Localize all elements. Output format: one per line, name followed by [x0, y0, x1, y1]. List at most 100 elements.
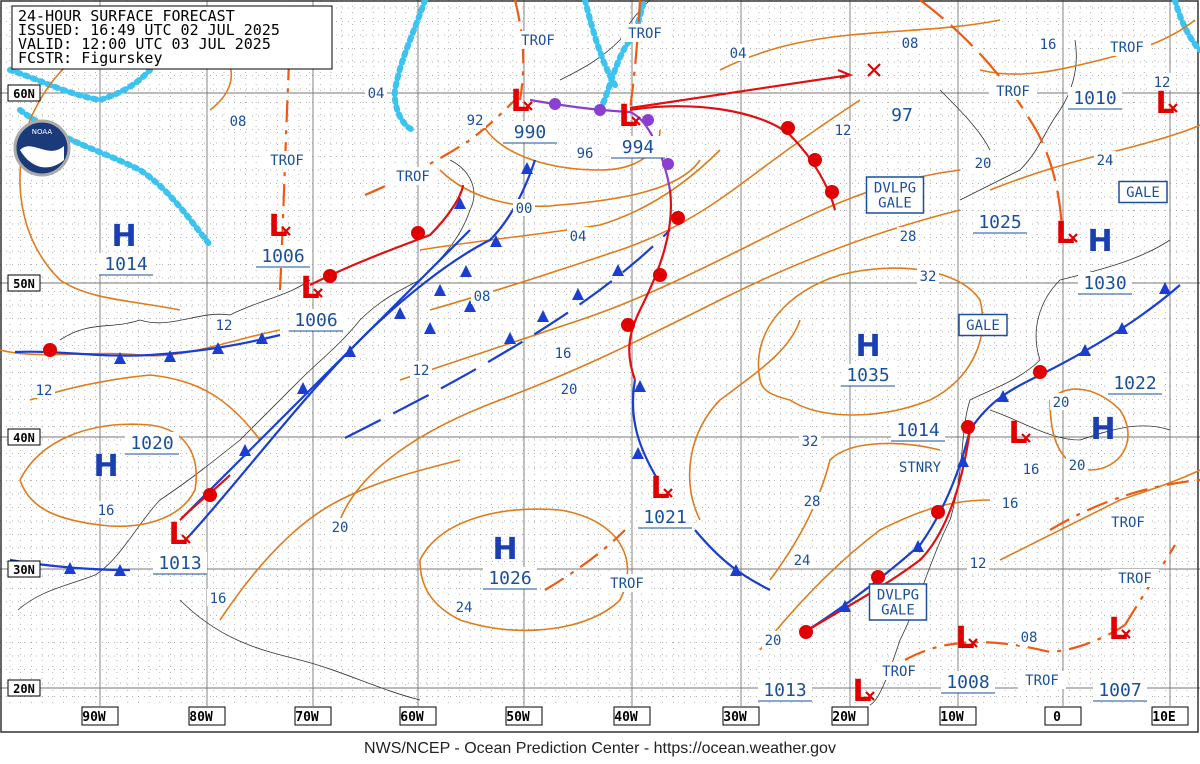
lat-label-bg	[7, 84, 41, 102]
isobar-label: 20	[975, 156, 992, 172]
low-center	[523, 101, 533, 111]
isobar-label: 20	[1053, 395, 1070, 411]
lon-label-bg	[613, 706, 651, 726]
warm-front-symbol	[931, 505, 945, 519]
isobar-label: 24	[456, 600, 473, 616]
isobar-label-bg	[453, 598, 475, 615]
pressure-label-bg	[153, 552, 207, 574]
low-center	[865, 691, 875, 701]
pressure-label-bg	[99, 253, 153, 275]
lon-label-bg	[188, 706, 226, 726]
cold-front-symbol	[64, 562, 76, 574]
pressure-label-bg	[503, 121, 557, 143]
annotation-bg	[263, 151, 311, 169]
annotation-bg	[514, 31, 562, 49]
lat-label: 40N	[13, 431, 35, 445]
cold-front-symbol	[344, 345, 356, 357]
isobar-label: 24	[1097, 153, 1114, 169]
isobar-label-bg	[471, 287, 493, 304]
low-symbol: L	[1055, 216, 1074, 251]
pressure-label-bg	[941, 671, 995, 693]
pressure-label-bg	[289, 309, 343, 331]
annotation-bg	[875, 662, 923, 680]
isobar-label-bg	[1050, 393, 1072, 410]
annotation: TROF	[1118, 571, 1152, 587]
isobar-label: 24	[794, 553, 811, 569]
cold-front-symbol	[164, 350, 176, 362]
isobar-label-bg	[801, 492, 823, 509]
isobar-label: 16	[98, 503, 115, 519]
low-symbol: L	[510, 84, 529, 119]
isobar-label: 32	[920, 269, 937, 285]
lon-label-bg	[81, 706, 119, 726]
low-symbol: L	[955, 621, 974, 656]
high-symbol: H	[93, 449, 118, 484]
pressure-label: 1008	[946, 672, 989, 693]
low-symbol: L	[1008, 416, 1027, 451]
pressure-label: 1020	[130, 433, 173, 454]
cold-front-symbol	[490, 235, 502, 247]
lat-label: 50N	[13, 277, 35, 291]
isobar-label: 20	[332, 520, 349, 536]
pressure-label: 1022	[1113, 373, 1156, 394]
annotation: DVLPG	[877, 588, 919, 604]
annotation-box	[958, 313, 1008, 337]
header-line: FCSTR: Figurskey	[18, 49, 163, 67]
header-line: VALID: 12:00 UTC 03 JUL 2025	[18, 35, 271, 53]
pressure-label: 994	[622, 137, 655, 158]
cold-front-symbol	[464, 300, 476, 312]
cold-front-symbol	[1159, 282, 1171, 294]
pressure-label-bg	[125, 432, 179, 454]
map-border	[0, 0, 1199, 733]
lon-label-bg	[1044, 706, 1082, 726]
isobar-label-bg	[1094, 151, 1116, 168]
annotation-bg	[1103, 38, 1151, 56]
annotation: GALE	[881, 603, 915, 619]
pressure-label-bg	[1068, 87, 1122, 109]
pressure-label-bg	[973, 211, 1027, 233]
cold-front-symbol	[424, 322, 436, 334]
annotation-box	[1118, 180, 1168, 204]
isobar-label: 08	[1021, 630, 1038, 646]
header-line: 24-HOUR SURFACE FORECAST	[18, 7, 235, 25]
isobar-label: 08	[902, 36, 919, 52]
isobar-label-bg	[33, 381, 55, 398]
lat-label: 20N	[13, 682, 35, 696]
warm-front-symbol	[825, 185, 839, 199]
isobar-label: 32	[802, 434, 819, 450]
isobar-label-bg	[727, 44, 749, 61]
occluded-front-symbol	[549, 98, 561, 110]
lon-label: 10E	[1152, 710, 1175, 725]
low-symbol: L	[268, 209, 287, 244]
low-center	[313, 288, 323, 298]
lon-label-bg	[722, 706, 760, 726]
high-symbol: H	[855, 329, 880, 364]
pressure-label-bg	[1108, 372, 1162, 394]
cold-front-symbol	[394, 307, 406, 319]
low-center	[663, 488, 673, 498]
isobar-label-bg	[791, 551, 813, 568]
isobar-label: 04	[570, 229, 587, 245]
header-box	[11, 5, 333, 70]
pressure-label: 1006	[261, 246, 304, 267]
low-symbol: L	[1155, 86, 1174, 121]
isobar-label-bg	[1037, 35, 1059, 52]
annotation: TROF	[1025, 673, 1059, 689]
cold-front-symbol	[912, 540, 924, 552]
pressure-label-bg	[758, 679, 812, 701]
annotation-bg	[1018, 671, 1066, 689]
lon-label-bg	[505, 706, 543, 726]
footer: NWS/NCEP - Ocean Prediction Center - htt…	[364, 740, 836, 757]
annotation: TROF	[521, 33, 555, 49]
isobar-label: 20	[765, 633, 782, 649]
isobar-label-bg	[227, 112, 249, 129]
low-symbol: L	[168, 517, 187, 552]
annotation-bg	[389, 167, 437, 185]
isobar-label-bg	[410, 361, 432, 378]
annotation-bg	[896, 458, 944, 476]
pressure-label: 1010	[1073, 88, 1116, 109]
warm-front-symbol	[43, 343, 57, 357]
cold-front-symbol	[612, 264, 624, 276]
isobar-label: 08	[230, 114, 247, 130]
